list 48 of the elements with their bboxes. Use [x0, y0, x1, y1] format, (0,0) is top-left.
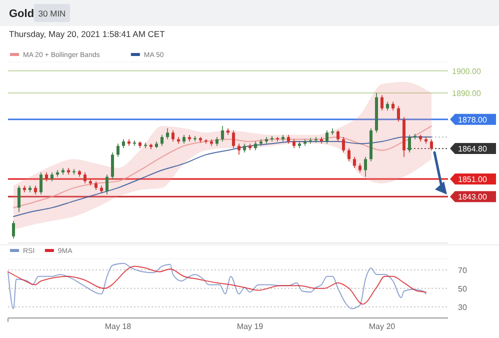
candlestick: [72, 168, 76, 175]
candlestick: [353, 156, 356, 168]
candlestick: [331, 128, 334, 136]
candlestick: [116, 143, 120, 158]
candlestick: [232, 130, 235, 148]
candlestick: [226, 128, 230, 136]
candlestick: [336, 130, 340, 142]
ref-line-label: 1843.00: [458, 192, 488, 202]
candlestick: [221, 126, 224, 142]
chart-subtitle: Thursday, May 20, 2021 1:58:41 AM CET: [9, 29, 165, 39]
x-tick-label: May 19: [236, 322, 264, 331]
candlestick: [111, 152, 114, 180]
candlestick: [314, 136, 318, 143]
ref-line-label: 1890.00: [452, 88, 482, 98]
candlestick: [348, 148, 350, 162]
ref-line-label: 1851.00: [458, 174, 488, 184]
chart-title: Gold: [9, 8, 34, 20]
text: 30 MIN: [38, 8, 66, 18]
candlestick: [309, 138, 312, 144]
candlestick: [40, 172, 42, 195]
candlestick: [160, 134, 164, 146]
candlestick: [12, 220, 15, 239]
y-tick-label: 50: [458, 284, 468, 294]
candlestick: [342, 136, 345, 153]
x-tick-label: May 20: [368, 322, 396, 331]
ref-line-label: 1900.00: [452, 66, 482, 76]
candlestick: [397, 106, 400, 122]
candlestick: [144, 142, 147, 148]
y-tick-label: 30: [458, 302, 468, 312]
x-tick-label: May 18: [104, 322, 132, 331]
candlestick: [133, 140, 136, 146]
candlestick: [380, 94, 384, 111]
ref-line-label: 1878.00: [458, 115, 488, 124]
candlestick: [18, 185, 20, 212]
candlestick: [106, 174, 108, 195]
y-tick-label: 70: [458, 266, 468, 275]
candlestick: [364, 156, 367, 178]
candlestick: [84, 172, 86, 184]
ref-line-label: 1864.80: [458, 144, 488, 154]
candlestick: [172, 130, 174, 142]
candlestick: [248, 143, 252, 151]
candlestick: [238, 143, 240, 156]
candlestick: [408, 134, 411, 153]
candlestick: [430, 138, 433, 151]
candlestick: [414, 133, 416, 140]
candlestick: [166, 128, 169, 140]
candlestick: [56, 170, 59, 178]
candlestick: [326, 130, 328, 144]
